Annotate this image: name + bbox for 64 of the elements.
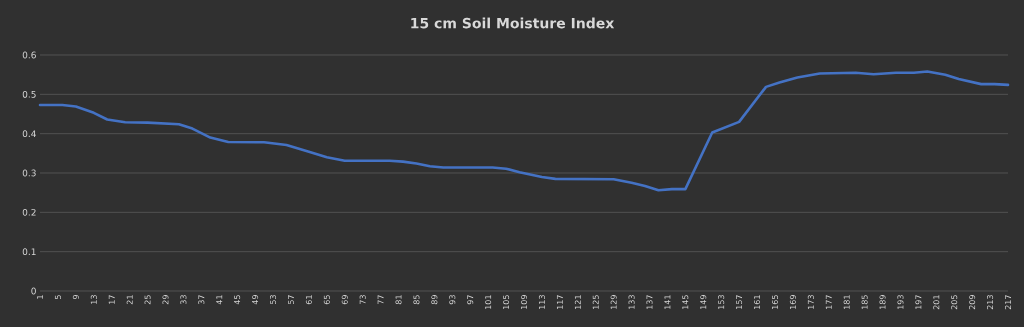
x-tick-label: 153	[718, 295, 725, 309]
x-tick-label: 105	[503, 295, 510, 309]
x-tick-label: 113	[538, 295, 545, 309]
y-tick-label: 0.5	[22, 90, 36, 98]
x-tick-label: 73	[359, 295, 366, 305]
x-tick-label: 201	[933, 295, 940, 310]
x-tick-label: 77	[377, 295, 384, 305]
x-tick-label: 49	[252, 295, 259, 305]
y-tick-label: 0.2	[22, 208, 36, 216]
x-tick-label: 165	[771, 295, 778, 309]
x-tick-label: 161	[754, 295, 761, 309]
x-tick-label: 141	[664, 295, 671, 309]
x-tick-label: 109	[520, 295, 528, 309]
x-tick-label: 173	[807, 295, 814, 309]
x-tick-label: 177	[825, 295, 832, 309]
x-tick-label: 81	[395, 295, 402, 305]
x-tick-label: 21	[126, 295, 133, 305]
x-tick-label: 93	[449, 295, 456, 305]
x-tick-label: 137	[646, 295, 653, 309]
x-tick-label: 169	[789, 295, 796, 309]
x-tick-label: 37	[198, 295, 205, 305]
x-tick-label: 61	[305, 295, 312, 305]
x-tick-label: 101	[485, 295, 492, 309]
x-tick-label: 197	[915, 295, 922, 309]
y-tick-label: 0.3	[22, 169, 36, 177]
x-tick-label: 125	[592, 295, 599, 309]
x-tick-label: 117	[556, 295, 563, 309]
y-tick-label: 0.1	[22, 248, 36, 256]
x-tick-label: 209	[969, 295, 976, 310]
x-tick-label: 29	[162, 295, 169, 305]
x-tick-label: 45	[234, 295, 241, 305]
y-tick-label: 0	[31, 287, 36, 295]
x-tick-label: 205	[951, 295, 958, 310]
x-tick-label: 85	[413, 295, 420, 305]
x-tick-label: 17	[108, 295, 115, 304]
y-tick-label: 0.4	[22, 130, 36, 138]
x-tick-label: 189	[879, 295, 886, 309]
y-tick-label: 0.6	[22, 51, 36, 59]
x-tick-label: 41	[216, 295, 223, 305]
x-tick-label: 213	[987, 295, 994, 310]
x-tick-label: 133	[628, 295, 635, 309]
x-tick-label: 121	[574, 295, 581, 309]
x-tick-label: 1	[37, 295, 43, 299]
x-tick-label: 53	[270, 295, 277, 305]
x-tick-label: 25	[144, 295, 151, 305]
x-tick-label: 13	[90, 295, 97, 304]
x-tick-label: 5	[54, 295, 61, 300]
x-tick-label: 157	[736, 295, 743, 309]
x-tick-label: 149	[700, 295, 707, 309]
x-tick-label: 97	[467, 295, 474, 305]
chart-title: 15 cm Soil Moisture Index	[411, 17, 615, 29]
x-tick-label: 33	[180, 295, 187, 305]
x-tick-label: 65	[323, 295, 330, 305]
x-tick-label: 185	[861, 295, 868, 309]
x-tick-label: 9	[72, 295, 79, 300]
x-tick-label: 181	[843, 295, 850, 309]
line-series	[38, 70, 1010, 192]
x-tick-label: 129	[610, 295, 617, 309]
x-tick-label: 57	[287, 295, 294, 305]
x-tick-label: 89	[431, 295, 438, 305]
x-tick-label: 217	[1005, 295, 1011, 310]
x-tick-label: 69	[341, 295, 348, 305]
x-tick-label: 193	[897, 295, 904, 309]
x-tick-label: 145	[682, 295, 689, 309]
